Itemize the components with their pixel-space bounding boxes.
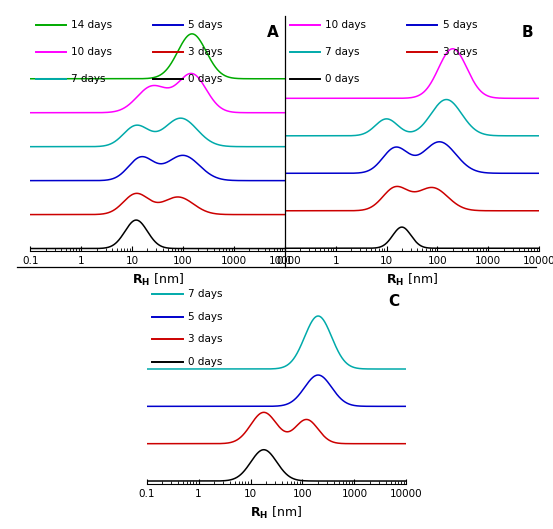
- X-axis label: $\mathbf{R_H}$ [nm]: $\mathbf{R_H}$ [nm]: [132, 272, 184, 288]
- Text: A: A: [267, 25, 279, 41]
- Text: 0 days: 0 days: [326, 74, 360, 84]
- Text: 10 days: 10 days: [71, 47, 112, 57]
- Text: 0 days: 0 days: [188, 357, 222, 367]
- Text: 5 days: 5 days: [442, 21, 477, 31]
- Text: 7 days: 7 days: [188, 289, 223, 299]
- Text: 7 days: 7 days: [71, 74, 106, 84]
- Text: 7 days: 7 days: [326, 47, 360, 57]
- Text: 3 days: 3 days: [442, 47, 477, 57]
- Text: 3 days: 3 days: [188, 47, 223, 57]
- Text: 14 days: 14 days: [71, 21, 112, 31]
- Text: B: B: [521, 25, 533, 41]
- Text: 0 days: 0 days: [188, 74, 222, 84]
- X-axis label: $\mathbf{R_H}$ [nm]: $\mathbf{R_H}$ [nm]: [386, 272, 438, 288]
- Text: 10 days: 10 days: [326, 21, 367, 31]
- Text: C: C: [388, 294, 399, 309]
- Text: 5 days: 5 days: [188, 312, 223, 322]
- X-axis label: $\mathbf{R_H}$ [nm]: $\mathbf{R_H}$ [nm]: [251, 505, 302, 521]
- Text: 3 days: 3 days: [188, 334, 223, 344]
- Text: 5 days: 5 days: [188, 21, 223, 31]
